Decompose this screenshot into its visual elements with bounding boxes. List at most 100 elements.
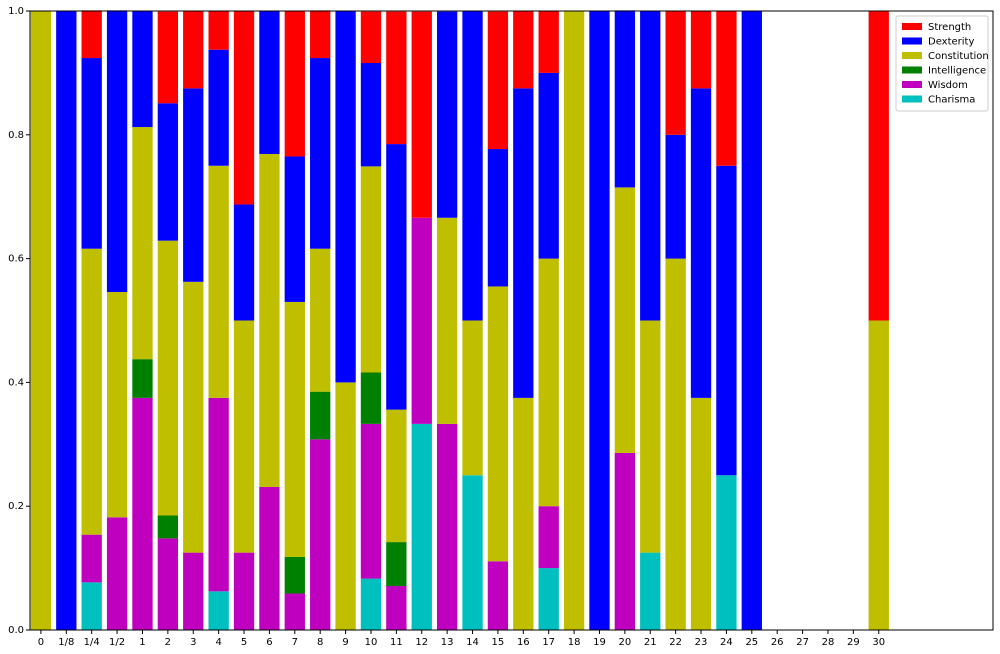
bar-segment xyxy=(30,11,52,630)
x-tick-label: 27 xyxy=(796,637,809,648)
bar-segment xyxy=(284,11,305,157)
bar-segment xyxy=(157,515,179,539)
x-tick-label: 5 xyxy=(241,637,247,648)
y-tick-label: 0.6 xyxy=(8,254,24,265)
x-tick-label: 3 xyxy=(190,637,196,648)
bar-segment xyxy=(132,127,153,360)
bar-segment xyxy=(233,11,255,205)
bar-segment xyxy=(589,11,610,630)
bar-segment xyxy=(157,11,179,104)
x-tick-label: 20 xyxy=(618,637,631,648)
bar-segment xyxy=(233,552,255,630)
legend-label: Dexterity xyxy=(928,37,974,48)
y-tick-label: 0.2 xyxy=(8,501,24,512)
x-tick-label: 25 xyxy=(745,637,758,648)
bar-segment xyxy=(81,534,102,583)
bar-segment xyxy=(183,552,204,630)
bar-segment xyxy=(259,487,280,630)
bar-segment xyxy=(208,591,229,630)
legend-label: Intelligence xyxy=(928,66,986,77)
x-tick-label: 21 xyxy=(644,637,657,648)
bar-segment xyxy=(741,11,762,630)
bar-segment xyxy=(538,568,559,630)
bar-segment xyxy=(868,320,889,630)
bar-segment xyxy=(360,11,382,63)
bar-segment xyxy=(284,593,305,630)
bar-segment xyxy=(462,475,483,630)
bar-segment xyxy=(868,11,889,321)
x-tick-label: 18 xyxy=(568,637,581,648)
bar-segment xyxy=(640,320,661,553)
x-tick-label: 1/8 xyxy=(58,637,74,648)
bar-segment xyxy=(665,258,686,630)
bar-segment xyxy=(716,165,737,476)
bar-segment xyxy=(386,409,407,543)
x-tick-label: 7 xyxy=(292,637,298,648)
bar-segment xyxy=(284,156,305,302)
legend-label: Charisma xyxy=(928,95,975,106)
x-tick-label: 30 xyxy=(872,637,885,648)
legend-label: Constitution xyxy=(928,51,989,62)
bar-segment xyxy=(56,11,77,630)
bar-segment xyxy=(360,166,382,373)
legend-swatch xyxy=(902,23,922,30)
y-tick-label: 1.0 xyxy=(8,6,24,17)
legend-swatch xyxy=(902,81,922,88)
bar-segment xyxy=(436,423,458,630)
bar-segment xyxy=(386,11,407,145)
bar-segment xyxy=(487,11,509,150)
bar-segment xyxy=(614,10,636,188)
bar-segment xyxy=(81,58,102,249)
bar-segment xyxy=(208,165,229,398)
bar-segment xyxy=(690,11,712,89)
bar-segment xyxy=(538,258,559,507)
bar-segment xyxy=(284,556,305,594)
x-tick-label: 15 xyxy=(492,637,505,648)
x-tick-label: 19 xyxy=(593,637,606,648)
legend-swatch xyxy=(902,66,922,74)
x-tick-label: 17 xyxy=(542,637,555,648)
bar-segment xyxy=(183,11,204,89)
x-tick-label: 4 xyxy=(215,637,221,648)
x-tick-label: 26 xyxy=(771,637,784,648)
x-tick-label: 1/4 xyxy=(84,637,100,648)
bar-segment xyxy=(487,561,509,630)
bar-segment xyxy=(538,11,559,73)
bar-segment xyxy=(487,149,509,287)
bar-segment xyxy=(665,134,686,259)
bar-segment xyxy=(563,11,585,630)
bar-segment xyxy=(513,397,534,630)
x-tick-label: 6 xyxy=(266,637,272,648)
bar-segment xyxy=(462,11,483,321)
bar-segment xyxy=(538,72,559,259)
bar-segment xyxy=(716,475,737,630)
x-tick-label: 1/2 xyxy=(109,637,125,648)
bar-segment xyxy=(81,582,102,630)
bar-segment xyxy=(360,578,382,630)
bar-segment xyxy=(106,10,128,293)
x-tick-label: 13 xyxy=(441,637,454,648)
bar-segment xyxy=(487,286,509,562)
x-tick-label: 23 xyxy=(695,637,708,648)
bar-segment xyxy=(360,62,382,167)
y-tick-label: 0.4 xyxy=(8,377,24,388)
bar-segment xyxy=(614,187,636,453)
bar-segment xyxy=(81,10,102,59)
bar-segment xyxy=(386,542,407,587)
x-tick-label: 29 xyxy=(847,637,860,648)
bar-segment xyxy=(411,217,432,424)
bar-segment xyxy=(132,397,153,630)
x-tick-label: 9 xyxy=(342,637,348,648)
bar-segment xyxy=(310,439,331,630)
legend-label: Wisdom xyxy=(928,80,968,91)
bar-segment xyxy=(665,11,686,135)
bar-segment xyxy=(208,49,229,166)
legend-swatch xyxy=(902,37,922,45)
x-tick-label: 1 xyxy=(139,637,145,648)
bar-segment xyxy=(183,281,204,553)
bar-segment xyxy=(614,452,636,630)
bar-segment xyxy=(360,423,382,579)
bar-segment xyxy=(335,11,356,383)
x-tick-label: 24 xyxy=(720,637,733,648)
